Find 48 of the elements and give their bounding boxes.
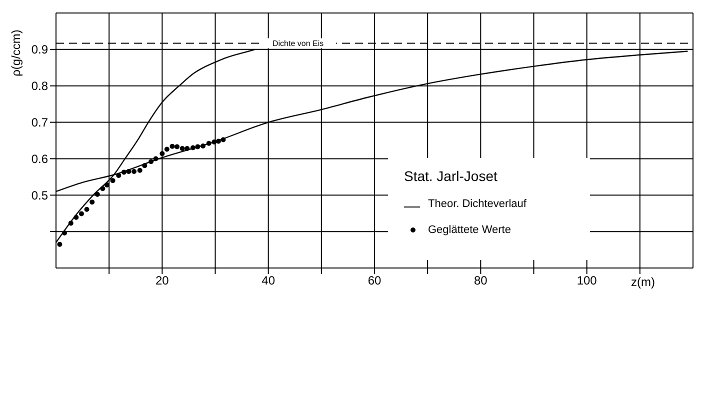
point [62, 230, 67, 236]
point [100, 186, 106, 192]
point [142, 163, 148, 168]
point [132, 168, 137, 174]
point [68, 220, 74, 226]
point [84, 206, 90, 212]
point [57, 242, 62, 247]
point [78, 211, 84, 216]
point [206, 140, 212, 146]
y-tick-label: 0.5 [31, 188, 48, 202]
point [94, 192, 100, 197]
point [74, 214, 79, 220]
point [164, 146, 170, 152]
y-axis-title: ρ(g/ccm) [9, 30, 23, 76]
x-tick-label: 100 [576, 274, 598, 288]
point [180, 146, 185, 152]
point [90, 200, 95, 205]
y-tick-label: 0.9 [31, 42, 48, 57]
point [153, 156, 158, 162]
point [216, 138, 221, 144]
point [137, 168, 142, 173]
point [184, 146, 190, 152]
point [121, 170, 126, 175]
point [104, 182, 110, 188]
point [126, 168, 132, 174]
point [148, 159, 154, 164]
legend-label: Theor. Dichteverlauf [427, 198, 528, 210]
x-tick-label: 60 [368, 274, 382, 288]
x-tick-label: 40 [262, 274, 276, 288]
x-tick-label: 80 [474, 274, 488, 288]
x-axis-title: z(m) [631, 275, 655, 289]
y-tick-label: 0.8 [31, 79, 48, 94]
x-tick-label: 20 [155, 274, 170, 288]
point [160, 151, 165, 156]
point [110, 178, 116, 184]
point [212, 139, 217, 144]
point [200, 143, 206, 148]
point [116, 172, 122, 178]
y-tick-label: 0.7 [31, 116, 48, 130]
ref-line-label: Dichte von Eis [272, 39, 324, 48]
point [190, 145, 196, 150]
legend-label: Geglättete Werte [427, 224, 512, 236]
point [195, 144, 200, 150]
point [174, 144, 180, 150]
point [170, 144, 175, 149]
y-tick-label: 0.6 [31, 152, 48, 166]
point [220, 137, 226, 142]
legend-title: Stat. Jarl-Joset [404, 168, 498, 184]
